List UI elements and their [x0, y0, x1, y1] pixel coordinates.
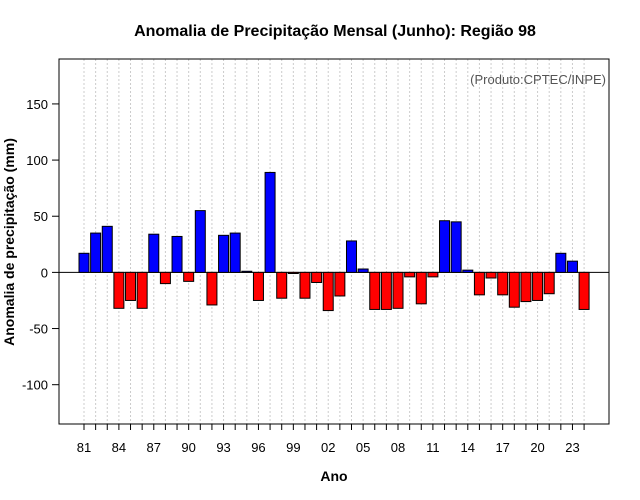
- bar-01: [311, 271, 323, 283]
- chart-title: Anomalia de Precipitação Mensal (Junho):…: [134, 23, 536, 40]
- x-tick-label: 14: [461, 440, 475, 455]
- x-tick-label: 23: [565, 440, 579, 455]
- bar-15: [473, 271, 485, 296]
- plot-frame: [58, 58, 610, 425]
- x-tick-label: 87: [147, 440, 161, 455]
- bar-03: [334, 271, 346, 297]
- bar-07: [380, 271, 392, 310]
- bar-02: [322, 271, 334, 312]
- bar-16: [485, 271, 497, 279]
- bar-09: [404, 271, 416, 278]
- bar-85: [125, 271, 137, 301]
- bar-14: [462, 269, 474, 273]
- bar-11: [427, 271, 439, 278]
- y-axis-label: Anomalia de precipitação (mm): [1, 138, 17, 346]
- bar-92: [206, 271, 218, 306]
- bar-90: [183, 271, 195, 282]
- x-tick-label: 20: [530, 440, 544, 455]
- bar-20: [532, 271, 544, 301]
- bar-series: [78, 171, 590, 312]
- y-tick-label: -50: [29, 322, 48, 337]
- bar-08: [392, 271, 404, 309]
- x-tick-label: 96: [251, 440, 265, 455]
- bar-87: [148, 233, 160, 273]
- x-tick-label: 99: [286, 440, 300, 455]
- x-tick-label: 84: [112, 440, 126, 455]
- bar-12: [439, 220, 451, 273]
- bar-88: [159, 271, 171, 285]
- bar-96: [252, 271, 264, 301]
- bar-84: [113, 271, 125, 309]
- bar-19: [520, 271, 532, 303]
- x-tick-label: 08: [391, 440, 405, 455]
- bar-24: [578, 271, 590, 310]
- y-tick-label: 50: [34, 209, 48, 224]
- bar-97: [264, 171, 276, 273]
- bar-81: [78, 252, 90, 273]
- bar-94: [229, 232, 241, 273]
- bar-00: [299, 271, 311, 299]
- x-tick-label: 93: [216, 440, 230, 455]
- x-tick-label: 05: [356, 440, 370, 455]
- bar-06: [369, 271, 381, 310]
- bar-13: [450, 221, 462, 273]
- x-tick-label: 81: [77, 440, 91, 455]
- bar-18: [508, 271, 520, 308]
- y-tick-label: 100: [26, 153, 48, 168]
- y-tick-label: -100: [22, 378, 48, 393]
- vertical-gridlines: [83, 59, 585, 424]
- credit-note: (Produto:CPTEC/INPE): [470, 72, 606, 87]
- x-tick-label: 17: [495, 440, 509, 455]
- bar-04: [345, 240, 357, 273]
- y-tick-label: 0: [41, 265, 48, 280]
- bar-82: [90, 232, 102, 273]
- y-tick-label: 150: [26, 97, 48, 112]
- x-tick-label: 90: [181, 440, 195, 455]
- bar-98: [276, 271, 288, 299]
- bar-22: [555, 252, 567, 273]
- bar-86: [136, 271, 148, 309]
- x-axis: 81 84 87 90 93 96 99 02 05 08 11 14 17 20 23: [77, 424, 585, 455]
- bar-10: [415, 271, 427, 305]
- bar-89: [171, 235, 183, 273]
- bar-83: [101, 225, 113, 273]
- bar-99: [287, 271, 299, 275]
- bar-17: [497, 271, 509, 296]
- bar-95: [241, 270, 253, 273]
- bar-23: [566, 260, 578, 273]
- bar-93: [218, 234, 230, 273]
- y-axis: -100 -50 0 50 100 150: [22, 97, 59, 393]
- bar-05: [357, 268, 369, 273]
- bar-21: [543, 271, 555, 295]
- x-axis-label: Ano: [320, 468, 347, 484]
- x-tick-label: 11: [426, 440, 440, 455]
- bar-91: [194, 210, 206, 273]
- x-tick-label: 02: [321, 440, 335, 455]
